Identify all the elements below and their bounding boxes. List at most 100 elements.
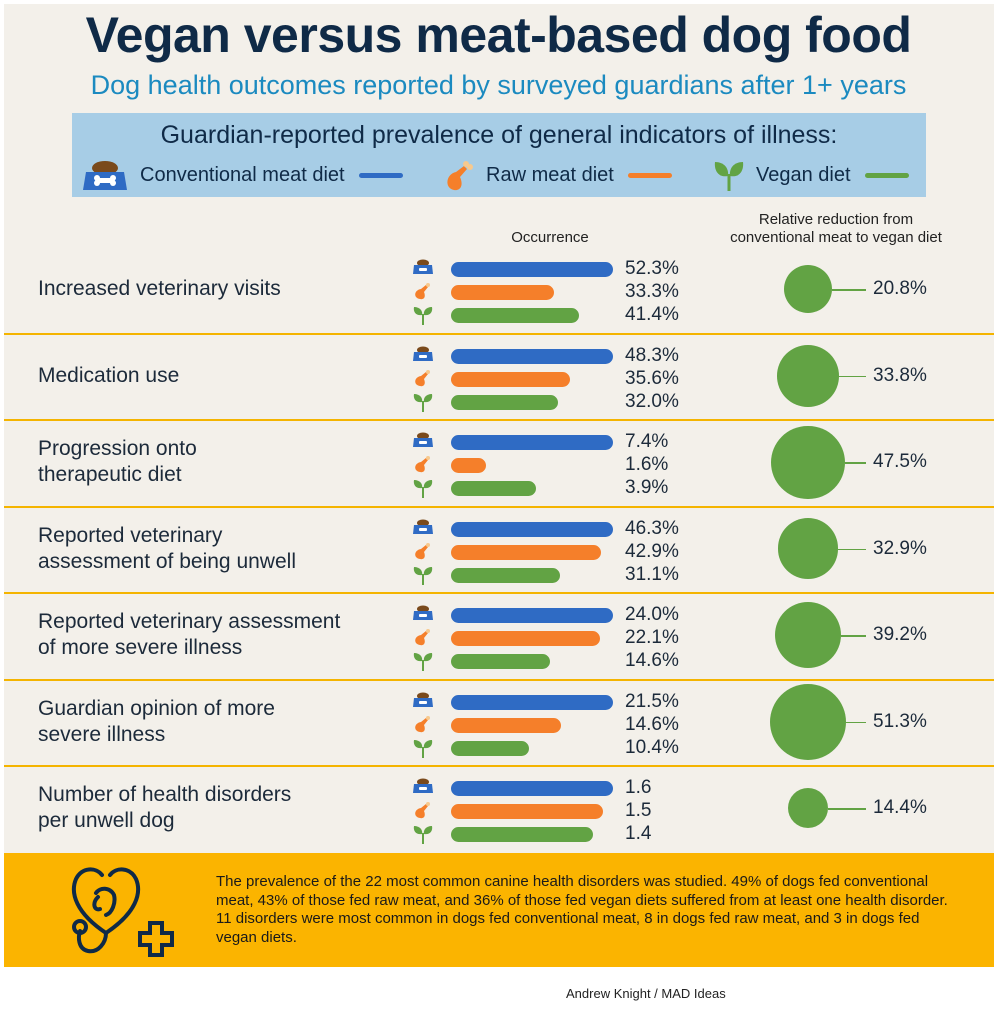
category-label-line: Number of health disorders: [38, 783, 292, 807]
row-separator: [4, 592, 994, 594]
bar-value-label: 1.4: [625, 823, 652, 844]
legend-item-conventional: Conventional meat diet: [80, 159, 403, 191]
dog-bowl-icon: [83, 161, 127, 190]
bar-conventional: [451, 262, 613, 277]
bar-vegan: [451, 481, 537, 496]
bar-conventional: [451, 435, 613, 450]
bar-raw: [451, 371, 571, 387]
dog-bowl-icon: [412, 692, 434, 713]
category-label: Number of health disorders per unwell dog: [38, 782, 291, 834]
bar-value-label: 46.3%: [625, 517, 679, 539]
credit: Andrew Knight / MAD Ideas: [566, 986, 726, 1001]
bar-raw: [451, 544, 602, 560]
reduction-value-label: 47.5%: [873, 451, 927, 473]
bar-conventional: [451, 521, 613, 537]
reduction-connector: [828, 808, 866, 810]
dog-bowl-icon: [412, 778, 434, 799]
dog-bowl-icon: [412, 605, 434, 626]
reduction-connector: [841, 635, 866, 637]
category-label: Medication use: [38, 363, 179, 389]
chicken-leg-icon: [412, 369, 434, 392]
row-separator: [4, 678, 994, 681]
reduction-header: Relative reduction from conventional mea…: [706, 211, 966, 247]
chicken-leg-icon: [412, 715, 434, 738]
page-subtitle: Dog health outcomes reported by surveyed…: [90, 70, 907, 100]
bar-value-label: 52.3%: [625, 258, 679, 279]
category-label: Guardian opinion of more severe illness: [38, 696, 275, 748]
reduction-circle: [774, 602, 842, 669]
reduction-value-label: 32.9%: [873, 537, 927, 559]
category-label-line: Medication use: [38, 363, 180, 387]
page-title: Vegan versus meat-based dog food: [85, 7, 912, 63]
sprout-icon: [412, 738, 434, 763]
legend-item-vegan: Vegan diet: [712, 159, 909, 191]
legend-line-orange: [627, 172, 672, 178]
category-label: Increased veterinary visits: [38, 276, 281, 302]
legend-line-green: [864, 172, 909, 178]
reduction-circle: [777, 344, 839, 407]
sprout-icon: [412, 651, 434, 676]
chicken-leg-icon: [412, 542, 434, 565]
bar-value-label: 1.5: [625, 800, 652, 821]
category-label-line: Reported veterinary assessment: [38, 610, 341, 634]
bar-vegan: [451, 308, 580, 323]
category-label-line: therapeutic diet: [38, 463, 182, 487]
reduction-circle: [783, 265, 833, 314]
dog-bowl-icon: [412, 519, 434, 540]
reduction-value-label: 33.8%: [873, 364, 927, 386]
category-label-line: Progression onto: [38, 437, 197, 461]
bar-value-label: 33.3%: [625, 281, 679, 302]
category-label-line: of more severe illness: [38, 636, 243, 660]
bar-vegan: [451, 654, 550, 669]
reduction-value-label: 39.2%: [873, 624, 927, 646]
sprout-icon: [412, 305, 434, 330]
bar-vegan: [451, 740, 530, 756]
bar-value-label: 21.5%: [625, 690, 679, 712]
reduction-value-label: 14.4%: [873, 797, 927, 819]
bar-value-label: 31.1%: [625, 563, 679, 585]
bar-vegan: [451, 827, 593, 842]
row-separator: [4, 765, 994, 767]
reduction-connector: [846, 721, 866, 724]
legend: Guardian-reported prevalence of general …: [72, 113, 926, 197]
bar-vegan: [451, 567, 560, 583]
chicken-leg-icon: [412, 455, 434, 478]
sprout-icon: [412, 478, 434, 503]
category-label: Reported veterinary assessment of being u…: [38, 523, 296, 575]
footer-box: The prevalence of the 22 most common can…: [4, 853, 994, 967]
bar-value-label: 7.4%: [625, 431, 669, 452]
bar-value-label: 48.3%: [625, 344, 679, 366]
dog-bowl-icon: [412, 432, 434, 453]
reduction-circle: [787, 788, 829, 829]
bar-value-label: 41.4%: [625, 304, 679, 325]
category-label: Progression onto therapeutic diet: [38, 436, 197, 488]
reduction-circle: [777, 518, 839, 580]
reduction-connector: [838, 375, 866, 378]
bar-value-label: 3.9%: [625, 477, 669, 498]
sprout-icon: [412, 392, 434, 417]
bar-vegan: [451, 394, 559, 410]
bar-value-label: 22.1%: [625, 627, 679, 648]
chicken-leg-icon: [447, 161, 473, 191]
row-separator: [4, 419, 994, 421]
sprout-icon: [412, 824, 434, 849]
bar-value-label: 14.6%: [625, 713, 679, 735]
category-label-line: Reported veterinary: [38, 523, 223, 547]
reduction-value-label: 51.3%: [873, 710, 927, 732]
dog-bowl-icon: [412, 259, 434, 280]
bar-value-label: 1.6%: [625, 454, 669, 475]
category-label-line: assessment of being unwell: [38, 549, 296, 573]
category-label-line: per unwell dog: [38, 809, 175, 833]
category-label-line: Increased veterinary visits: [38, 277, 281, 301]
legend-title: Guardian-reported prevalence of general …: [160, 121, 838, 149]
reduction-value-label: 20.8%: [873, 278, 927, 300]
category-label-line: Guardian opinion of more: [38, 696, 275, 720]
bar-value-label: 35.6%: [625, 367, 679, 389]
bar-raw: [451, 804, 603, 819]
reduction-circle: [771, 425, 845, 499]
reduction-connector: [838, 548, 866, 551]
chicken-leg-icon: [412, 801, 434, 824]
chicken-leg-icon: [412, 282, 434, 305]
legend-label: Conventional meat diet: [140, 163, 345, 186]
legend-item-raw: Raw meat diet: [442, 159, 672, 191]
